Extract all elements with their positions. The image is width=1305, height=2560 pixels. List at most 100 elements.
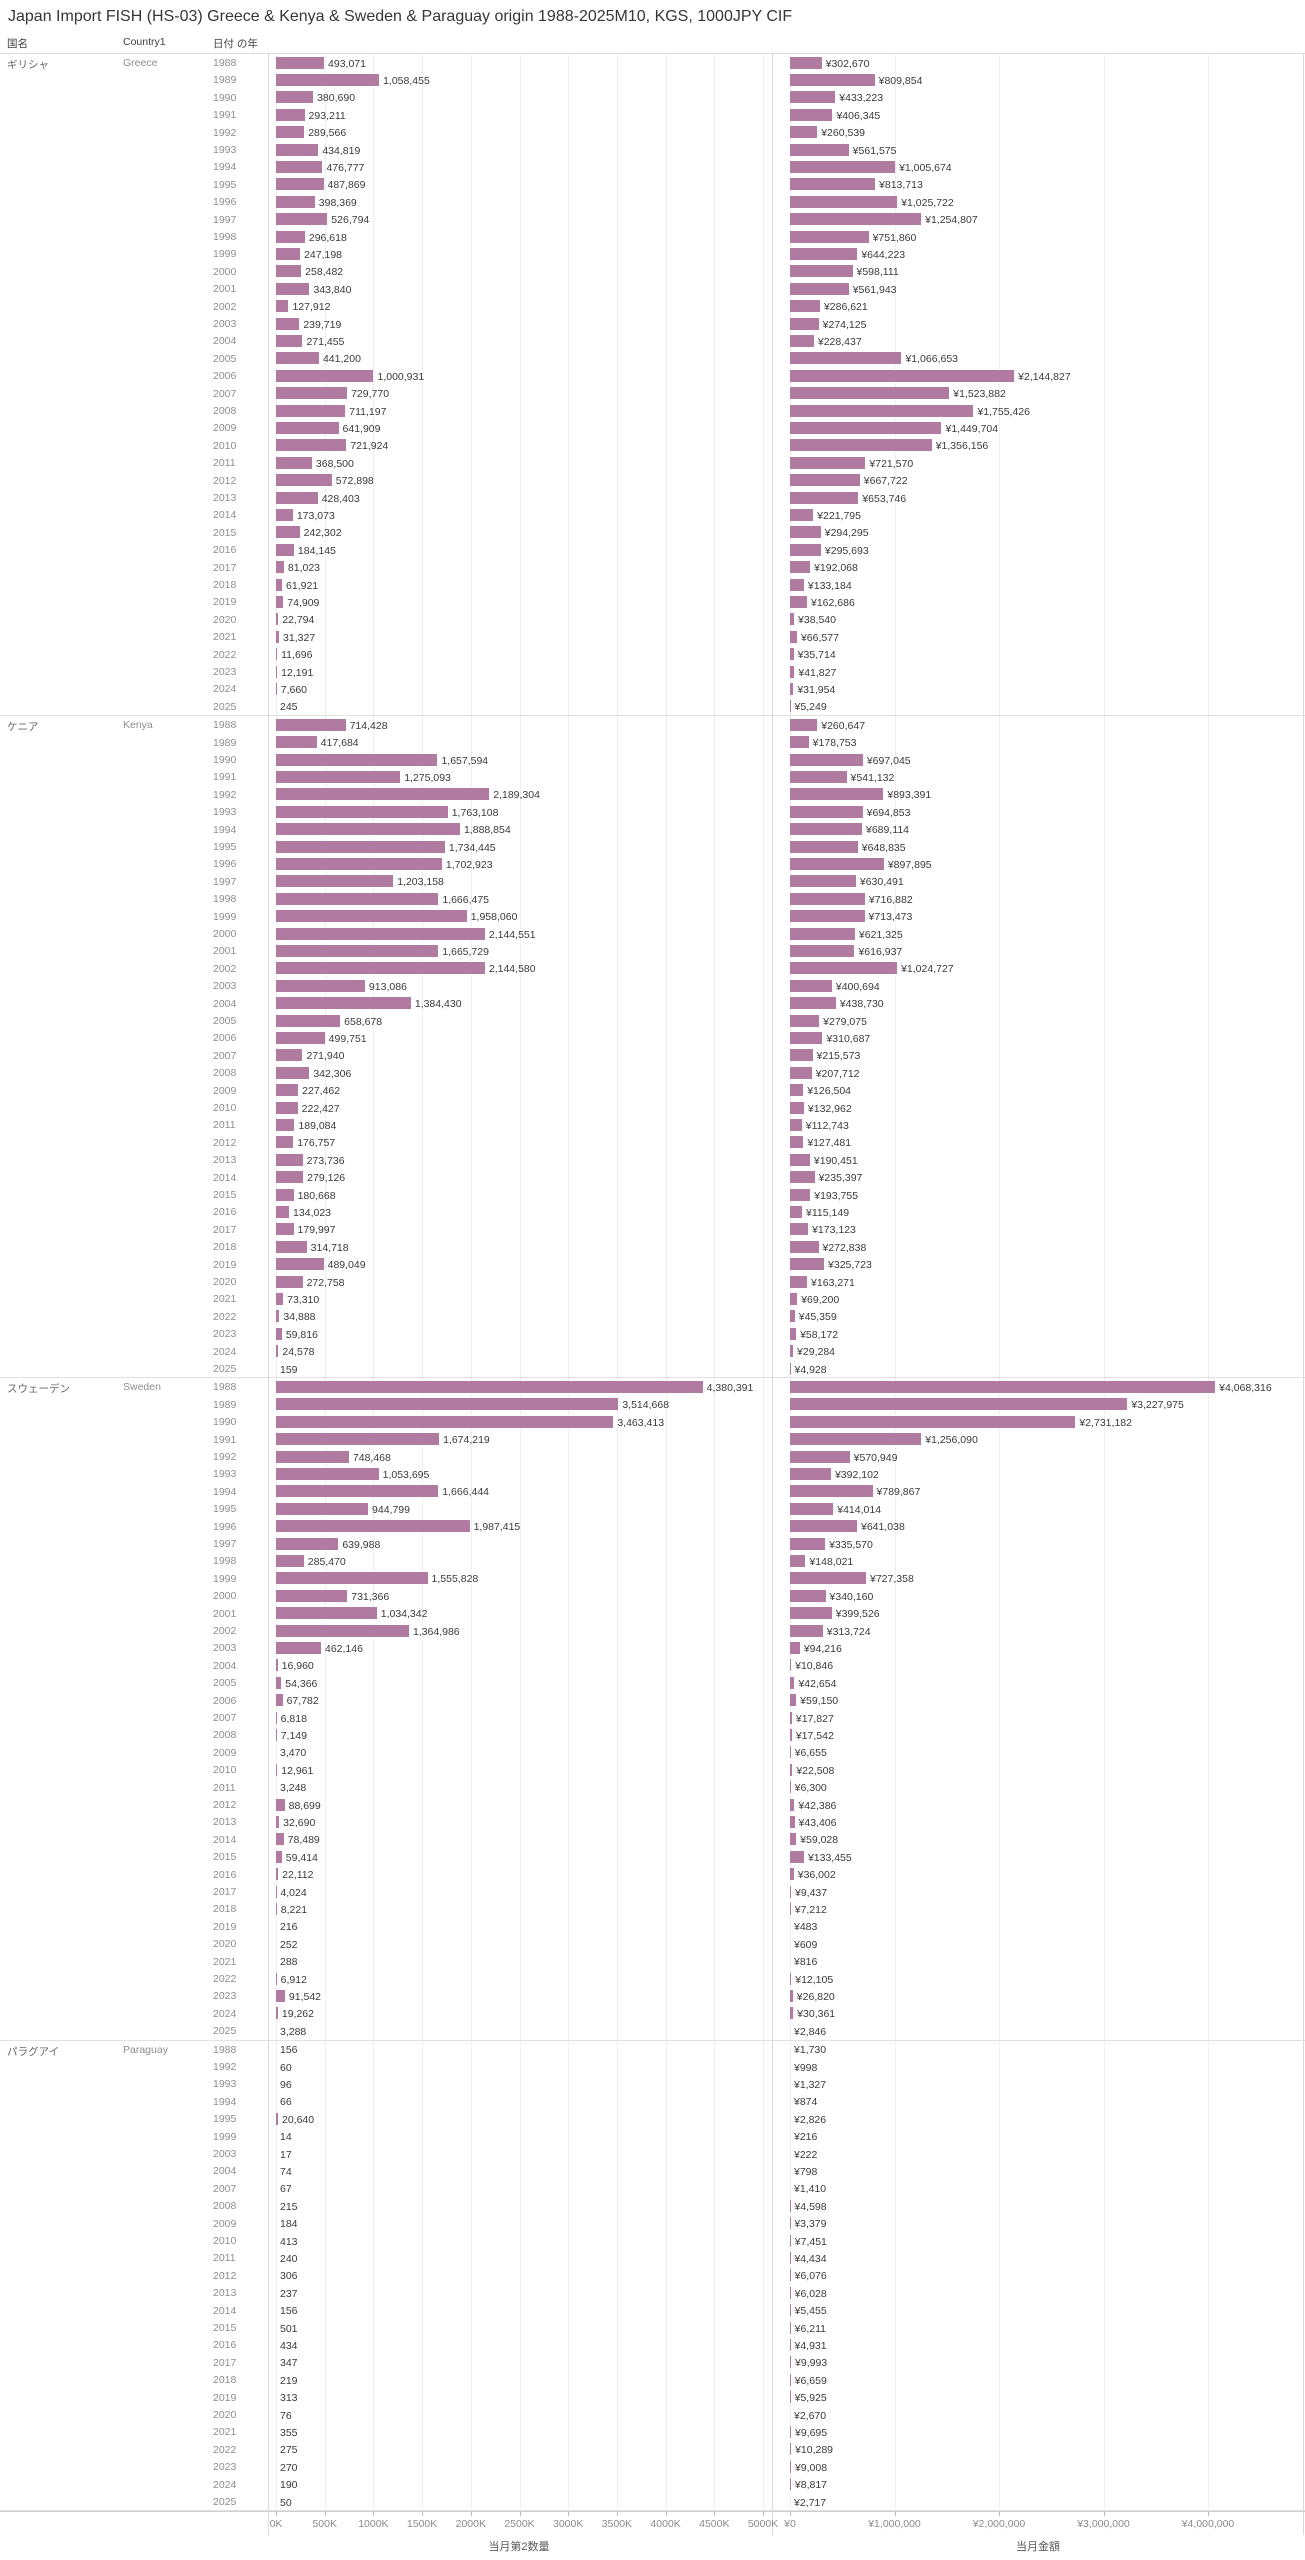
amount-bar[interactable] [790, 979, 832, 992]
quantity-bar[interactable] [276, 1188, 294, 1201]
quantity-bar[interactable] [276, 230, 305, 243]
quantity-bar[interactable] [276, 143, 319, 156]
amount-bar[interactable] [790, 665, 795, 678]
quantity-bar[interactable] [276, 1903, 277, 1916]
quantity-bar[interactable] [276, 1223, 294, 1236]
quantity-bar[interactable] [276, 265, 302, 278]
amount-bar[interactable] [790, 1868, 794, 1881]
quantity-bar[interactable] [276, 1398, 619, 1411]
amount-bar[interactable] [790, 736, 809, 749]
quantity-bar[interactable] [276, 1153, 303, 1166]
amount-bar[interactable] [790, 178, 876, 191]
quantity-bar[interactable] [276, 491, 318, 504]
amount-bar[interactable] [790, 108, 833, 121]
quantity-bar[interactable] [276, 1084, 299, 1097]
amount-bar[interactable] [790, 630, 797, 643]
amount-bar[interactable] [790, 2007, 794, 2020]
quantity-bar[interactable] [276, 352, 319, 365]
amount-bar[interactable] [790, 526, 821, 539]
amount-bar[interactable] [790, 1240, 819, 1253]
amount-bar[interactable] [790, 805, 863, 818]
amount-bar[interactable] [790, 858, 884, 871]
amount-bar[interactable] [790, 1293, 798, 1306]
amount-bar[interactable] [790, 1694, 797, 1707]
amount-bar[interactable] [790, 1885, 791, 1898]
amount-bar[interactable] [790, 352, 902, 365]
amount-bar[interactable] [790, 1555, 806, 1568]
quantity-bar[interactable] [276, 74, 380, 87]
amount-bar[interactable] [790, 840, 858, 853]
amount-bar[interactable] [790, 2321, 791, 2334]
quantity-bar[interactable] [276, 1798, 285, 1811]
quantity-bar[interactable] [276, 422, 339, 435]
amount-bar[interactable] [790, 2269, 791, 2282]
amount-bar[interactable] [790, 1119, 802, 1132]
quantity-bar[interactable] [276, 335, 303, 348]
amount-bar[interactable] [790, 910, 865, 923]
amount-bar[interactable] [790, 1763, 793, 1776]
amount-bar[interactable] [790, 1781, 791, 1794]
amount-bar[interactable] [790, 213, 922, 226]
amount-bar[interactable] [790, 1972, 792, 1985]
quantity-bar[interactable] [276, 718, 346, 731]
quantity-bar[interactable] [276, 1729, 277, 1742]
amount-bar[interactable] [790, 1153, 810, 1166]
amount-bar[interactable] [790, 1450, 850, 1463]
quantity-bar[interactable] [276, 1607, 377, 1620]
amount-bar[interactable] [790, 2356, 792, 2369]
amount-bar[interactable] [790, 2478, 791, 2491]
quantity-bar[interactable] [276, 248, 301, 261]
amount-bar[interactable] [790, 161, 896, 174]
amount-bar[interactable] [790, 2391, 791, 2404]
amount-bar[interactable] [790, 2373, 791, 2386]
quantity-bar[interactable] [276, 1415, 614, 1428]
quantity-bar[interactable] [276, 578, 283, 591]
amount-bar[interactable] [790, 1729, 792, 1742]
amount-bar[interactable] [790, 422, 942, 435]
amount-bar[interactable] [790, 753, 863, 766]
quantity-bar[interactable] [276, 1032, 325, 1045]
quantity-bar[interactable] [276, 195, 315, 208]
quantity-bar[interactable] [276, 945, 439, 958]
quantity-bar[interactable] [276, 875, 394, 888]
quantity-bar[interactable] [276, 1381, 703, 1394]
amount-bar[interactable] [790, 648, 794, 661]
amount-bar[interactable] [790, 1014, 820, 1027]
amount-bar[interactable] [790, 771, 847, 784]
amount-bar[interactable] [790, 195, 898, 208]
amount-bar[interactable] [790, 1066, 812, 1079]
quantity-bar[interactable] [276, 387, 348, 400]
amount-bar[interactable] [790, 596, 807, 609]
amount-bar[interactable] [790, 1327, 797, 1340]
quantity-bar[interactable] [276, 962, 485, 975]
quantity-bar[interactable] [276, 1136, 294, 1149]
quantity-bar[interactable] [276, 1101, 298, 1114]
quantity-bar[interactable] [276, 1014, 341, 1027]
amount-bar[interactable] [790, 1903, 791, 1916]
amount-bar[interactable] [790, 1171, 815, 1184]
quantity-bar[interactable] [276, 1990, 285, 2003]
quantity-bar[interactable] [276, 1676, 282, 1689]
quantity-bar[interactable] [276, 1450, 349, 1463]
amount-bar[interactable] [790, 1746, 791, 1759]
quantity-bar[interactable] [276, 979, 365, 992]
quantity-bar[interactable] [276, 823, 460, 836]
amount-bar[interactable] [790, 945, 855, 958]
quantity-bar[interactable] [276, 1868, 279, 1881]
quantity-bar[interactable] [276, 1589, 348, 1602]
quantity-bar[interactable] [276, 1816, 280, 1829]
quantity-bar[interactable] [276, 1694, 283, 1707]
quantity-bar[interactable] [276, 2112, 278, 2125]
amount-bar[interactable] [790, 1502, 834, 1515]
quantity-bar[interactable] [276, 1327, 282, 1340]
amount-bar[interactable] [790, 1537, 826, 1550]
quantity-bar[interactable] [276, 1537, 339, 1550]
quantity-bar[interactable] [276, 369, 374, 382]
quantity-bar[interactable] [276, 1310, 280, 1323]
amount-bar[interactable] [790, 1833, 797, 1846]
amount-bar[interactable] [790, 875, 856, 888]
quantity-bar[interactable] [276, 474, 332, 487]
amount-bar[interactable] [790, 2234, 791, 2247]
amount-bar[interactable] [790, 1345, 794, 1358]
quantity-bar[interactable] [276, 282, 310, 295]
